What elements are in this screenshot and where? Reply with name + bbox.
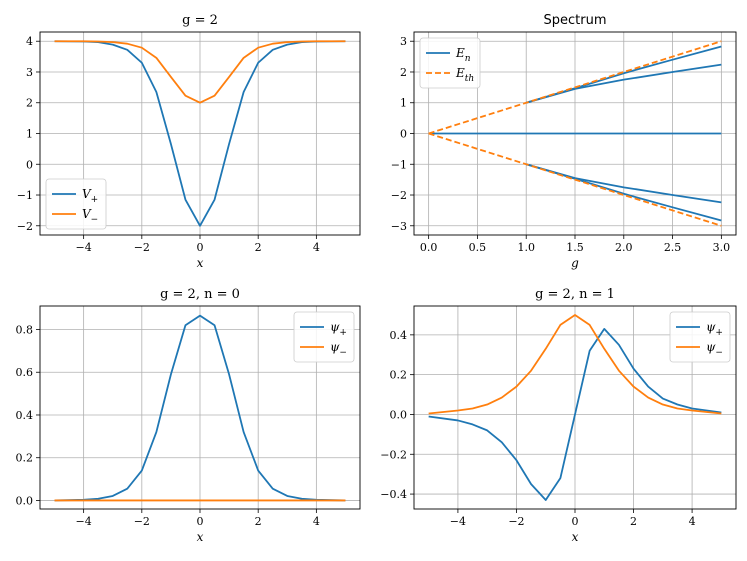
legend-label: Eth [455,66,474,84]
x-tick-label: 2 [255,241,262,254]
chart-title: g = 2 [182,13,218,28]
x-tick-label: 0 [197,515,204,528]
series-line-minus-0 [54,314,346,502]
y-tick-label: −3 [391,220,407,233]
y-tick-label: −0.2 [380,448,407,461]
y-tick-label: 0.2 [390,369,408,382]
x-tick-label: 1.5 [566,241,584,254]
legend: En Eth [419,37,481,89]
legend-box [45,178,107,230]
x-axis-label: x [572,530,579,544]
x-tick-label: −4 [450,515,466,528]
x-tick-label: 4 [313,515,320,528]
legend-label: V+ [82,187,98,205]
x-tick-label: 3.0 [713,241,731,254]
x-tick-label: 0 [572,515,579,528]
x-tick-label: 4 [689,515,696,528]
y-tick-label: 0 [400,128,407,141]
x-tick-label: 2 [630,515,637,528]
series-line-minus-0 [428,327,722,501]
x-tick-label: −2 [134,241,150,254]
x-tick-label: 0 [197,241,204,254]
y-tick-label: 4 [26,35,33,48]
x-axis-label: x [197,256,204,270]
series-line-Eth-5 [428,40,722,135]
chart-title: Spectrum [544,13,607,28]
chart-panel-4: −4 −2 0 2 4−0.4−0.20.00.20.4xg = 2, n = 1ψ+ψ… [380,287,737,544]
x-tick-label: −4 [76,515,92,528]
legend-label: En [455,46,471,64]
x-axis-label: g [571,256,579,270]
x-tick-label: 2.5 [664,241,682,254]
x-tick-label: −4 [76,241,92,254]
legend: ψ+ ψ− [293,311,355,363]
x-tick-label: −2 [134,515,150,528]
y-tick-label: 1 [400,97,407,110]
y-tick-label: 3 [26,66,33,79]
legend-label: V− [82,207,98,225]
chart-title: g = 2, n = 1 [535,287,615,302]
x-axis-label: x [197,530,204,544]
y-tick-label: −1 [17,189,33,202]
y-tick-label: 0.4 [16,409,34,422]
series-line-V-1 [54,40,346,104]
x-tick-label: 0.0 [420,241,438,254]
legend-box [669,311,731,363]
legend-label: ψ+ [330,320,347,338]
series-line-branch-6 [428,132,722,227]
legend-box [293,311,355,363]
y-tick-label: −2 [17,220,33,233]
y-tick-label: −1 [391,158,407,171]
x-tick-label: 2 [255,515,262,528]
y-tick-label: 2 [26,97,33,110]
y-tick-label: 0.6 [16,366,34,379]
y-tick-label: 2 [400,66,407,79]
legend-label: ψ− [706,340,723,358]
legend-label: ψ− [330,340,347,358]
series-line-V-0 [54,40,346,227]
y-tick-label: 0.8 [16,324,34,337]
y-tick-label: 3 [400,35,407,48]
x-tick-label: 2.0 [615,241,633,254]
series-line-minus-1 [428,314,722,415]
legend: V+ V− [45,178,107,230]
x-tick-label: 4 [313,241,320,254]
chart-title: g = 2, n = 0 [160,287,240,302]
y-tick-label: 0.2 [16,452,34,465]
legend: ψ+ ψ− [669,311,731,363]
chart-panel-2: 0.0 0.5 1.0 1.5 2.0 2.5 3.0 −3 −2 −1 0 1 2 3 g Spectrum… [391,13,737,270]
y-tick-label: 0.4 [390,329,408,342]
legend-label: ψ+ [706,320,723,338]
y-tick-label: 0.0 [16,494,34,507]
legend-box [419,37,481,89]
y-tick-label: −0.4 [380,488,407,501]
y-tick-label: 0 [26,158,33,171]
y-tick-label: 0.0 [390,408,408,421]
y-tick-label: 1 [26,128,33,141]
chart-panel-1: −4 −2 0 2 4 −2 −1 0 1 2 3 4 x g = 2 V+ V− [17,13,361,270]
x-tick-label: −2 [508,515,524,528]
y-tick-label: −2 [391,189,407,202]
chart-panel-3: −4 −2 0 2 4 0.0 0.2 0.4 0.6 0.8 x g = 2, n = 0 ψ+ ψ− [16,287,361,544]
x-tick-label: 1.0 [517,241,535,254]
x-tick-label: 0.5 [469,241,487,254]
